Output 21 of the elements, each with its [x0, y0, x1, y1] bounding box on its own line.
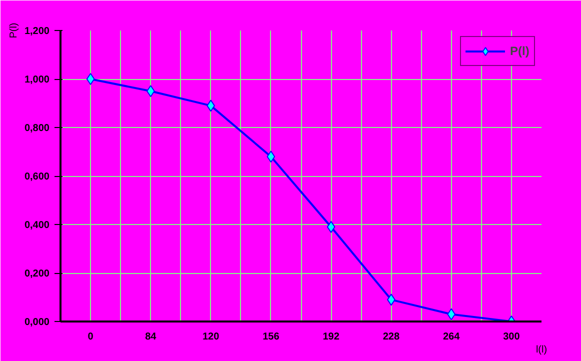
y-tick-label: 0,800 [24, 123, 50, 134]
x-tick-label: 0 [88, 332, 94, 342]
y-tick-label: 1,000 [24, 74, 50, 86]
x-tick-label: 228 [382, 332, 400, 342]
x-tick-label: 300 [503, 332, 520, 342]
x-axis-title: l(l) [536, 344, 548, 356]
point [266, 150, 276, 163]
x-tick-label: 84 [145, 332, 157, 342]
y-tick-label: 0,000 [24, 317, 50, 328]
y-axis-title: P(l) [8, 22, 20, 38]
x-tick-label: 156 [262, 332, 280, 342]
y-tick-label: 0,200 [24, 268, 50, 280]
y-tick-label: 0,600 [24, 172, 50, 182]
x-tick-label: 192 [322, 332, 340, 342]
point [326, 220, 336, 233]
y-tick-label: 0,400 [24, 220, 50, 231]
point [86, 73, 95, 85]
x-tick-label: 120 [202, 332, 220, 342]
legend-label: P(l) [510, 44, 530, 58]
x-tick-label: 264 [442, 332, 460, 342]
y-tick-label: 1,200 [24, 26, 50, 37]
